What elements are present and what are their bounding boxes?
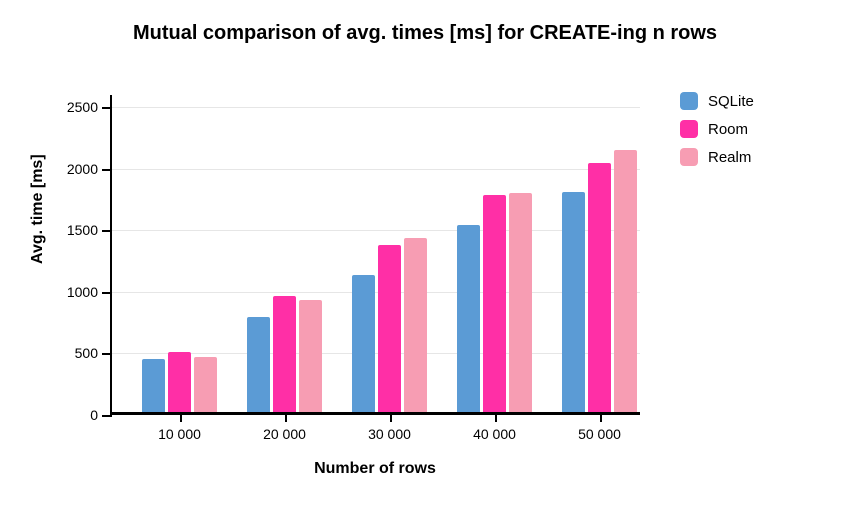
x-tick <box>390 412 392 422</box>
x-axis-label: Number of rows <box>110 460 640 478</box>
y-axis-label: Avg. time [ms] <box>29 154 47 264</box>
bar <box>273 296 296 412</box>
y-tick-label: 500 <box>75 345 98 361</box>
bar <box>378 245 401 412</box>
x-tick-label: 50 000 <box>578 426 621 442</box>
bar <box>168 352 191 412</box>
y-tick <box>102 292 112 294</box>
legend-swatch <box>680 148 698 166</box>
bar <box>457 225 480 412</box>
legend-item: Room <box>680 120 754 138</box>
legend-label: Realm <box>708 149 751 166</box>
x-tick-label: 10 000 <box>158 426 201 442</box>
bar <box>247 317 270 412</box>
bar <box>483 195 506 412</box>
bar <box>588 163 611 412</box>
bar <box>352 275 375 412</box>
y-tick-label: 2500 <box>67 99 98 115</box>
gridline <box>112 169 640 170</box>
bar <box>142 359 165 412</box>
bar <box>299 300 322 412</box>
chart-title: Mutual comparison of avg. times [ms] for… <box>0 22 850 45</box>
x-tick <box>285 412 287 422</box>
gridline <box>112 230 640 231</box>
y-tick-label: 1000 <box>67 284 98 300</box>
legend-label: SQLite <box>708 93 754 110</box>
bar <box>509 193 532 412</box>
x-tick <box>495 412 497 422</box>
x-tick-label: 40 000 <box>473 426 516 442</box>
x-tick-label: 30 000 <box>368 426 411 442</box>
y-tick-label: 0 <box>90 407 98 423</box>
legend-item: SQLite <box>680 92 754 110</box>
legend-item: Realm <box>680 148 754 166</box>
bar <box>562 192 585 412</box>
gridline <box>112 292 640 293</box>
y-tick <box>102 230 112 232</box>
legend-swatch <box>680 92 698 110</box>
y-tick-label: 2000 <box>67 161 98 177</box>
plot-area: 0500100015002000250010 00020 00030 00040… <box>110 95 640 415</box>
y-tick <box>102 107 112 109</box>
bar <box>614 150 637 412</box>
y-tick <box>102 353 112 355</box>
legend-label: Room <box>708 121 748 138</box>
y-tick <box>102 169 112 171</box>
legend-swatch <box>680 120 698 138</box>
bar <box>404 238 427 412</box>
y-tick <box>102 415 112 417</box>
x-tick <box>180 412 182 422</box>
bar <box>194 357 217 412</box>
x-tick <box>600 412 602 422</box>
gridline <box>112 353 640 354</box>
x-tick-label: 20 000 <box>263 426 306 442</box>
gridline <box>112 107 640 108</box>
legend: SQLite Room Realm <box>680 92 754 176</box>
y-tick-label: 1500 <box>67 222 98 238</box>
